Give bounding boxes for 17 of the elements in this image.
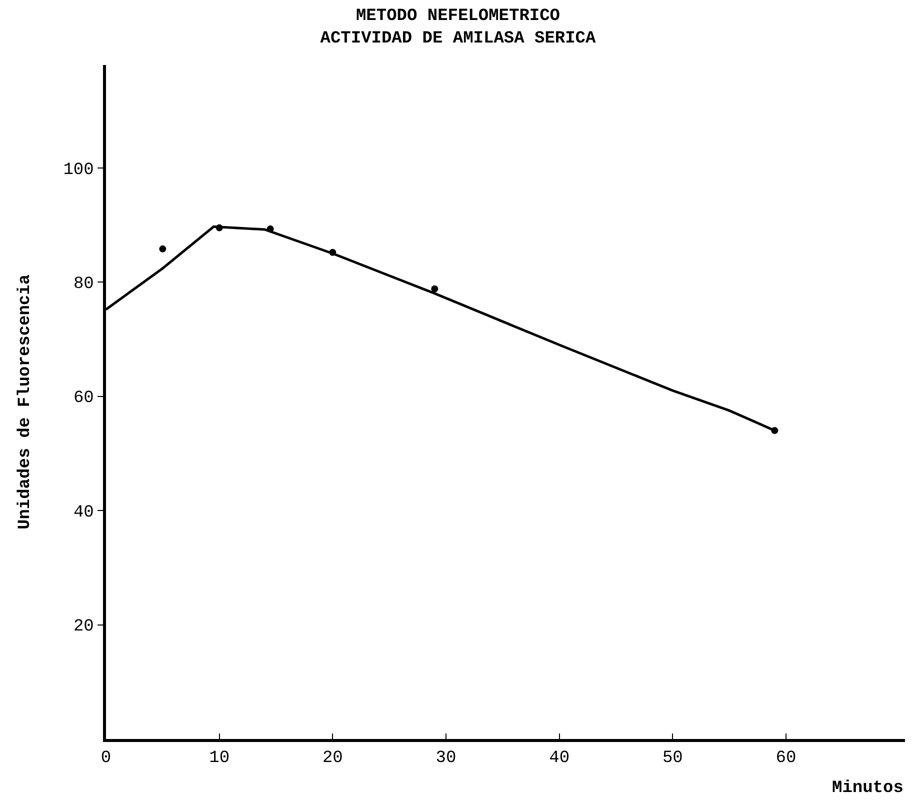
y-axis-title: Unidades de Fluorescencia	[16, 274, 35, 530]
x-axis-title: Minutos	[832, 779, 904, 798]
x-tick-label: 0	[100, 749, 112, 768]
chart-title: METODO NEFELOMETRICO ACTIVIDAD DE AMILASA SERICA	[320, 7, 597, 48]
x-tick-label: 60	[776, 749, 796, 768]
y-tick-label: 20	[73, 618, 94, 637]
x-tick-label: 10	[209, 749, 230, 768]
x-tick-label: 40	[549, 749, 570, 768]
x-tick-label: 20	[322, 749, 343, 768]
x-tick-label: 30	[436, 749, 456, 768]
point	[159, 245, 166, 252]
point	[431, 285, 438, 292]
y-tick-label: 60	[73, 389, 94, 408]
x-tick-label: 50	[662, 749, 683, 768]
y-tick-label: 80	[73, 275, 94, 294]
y-tick-label: 100	[63, 160, 94, 180]
y-tick-label: 40	[73, 503, 94, 522]
